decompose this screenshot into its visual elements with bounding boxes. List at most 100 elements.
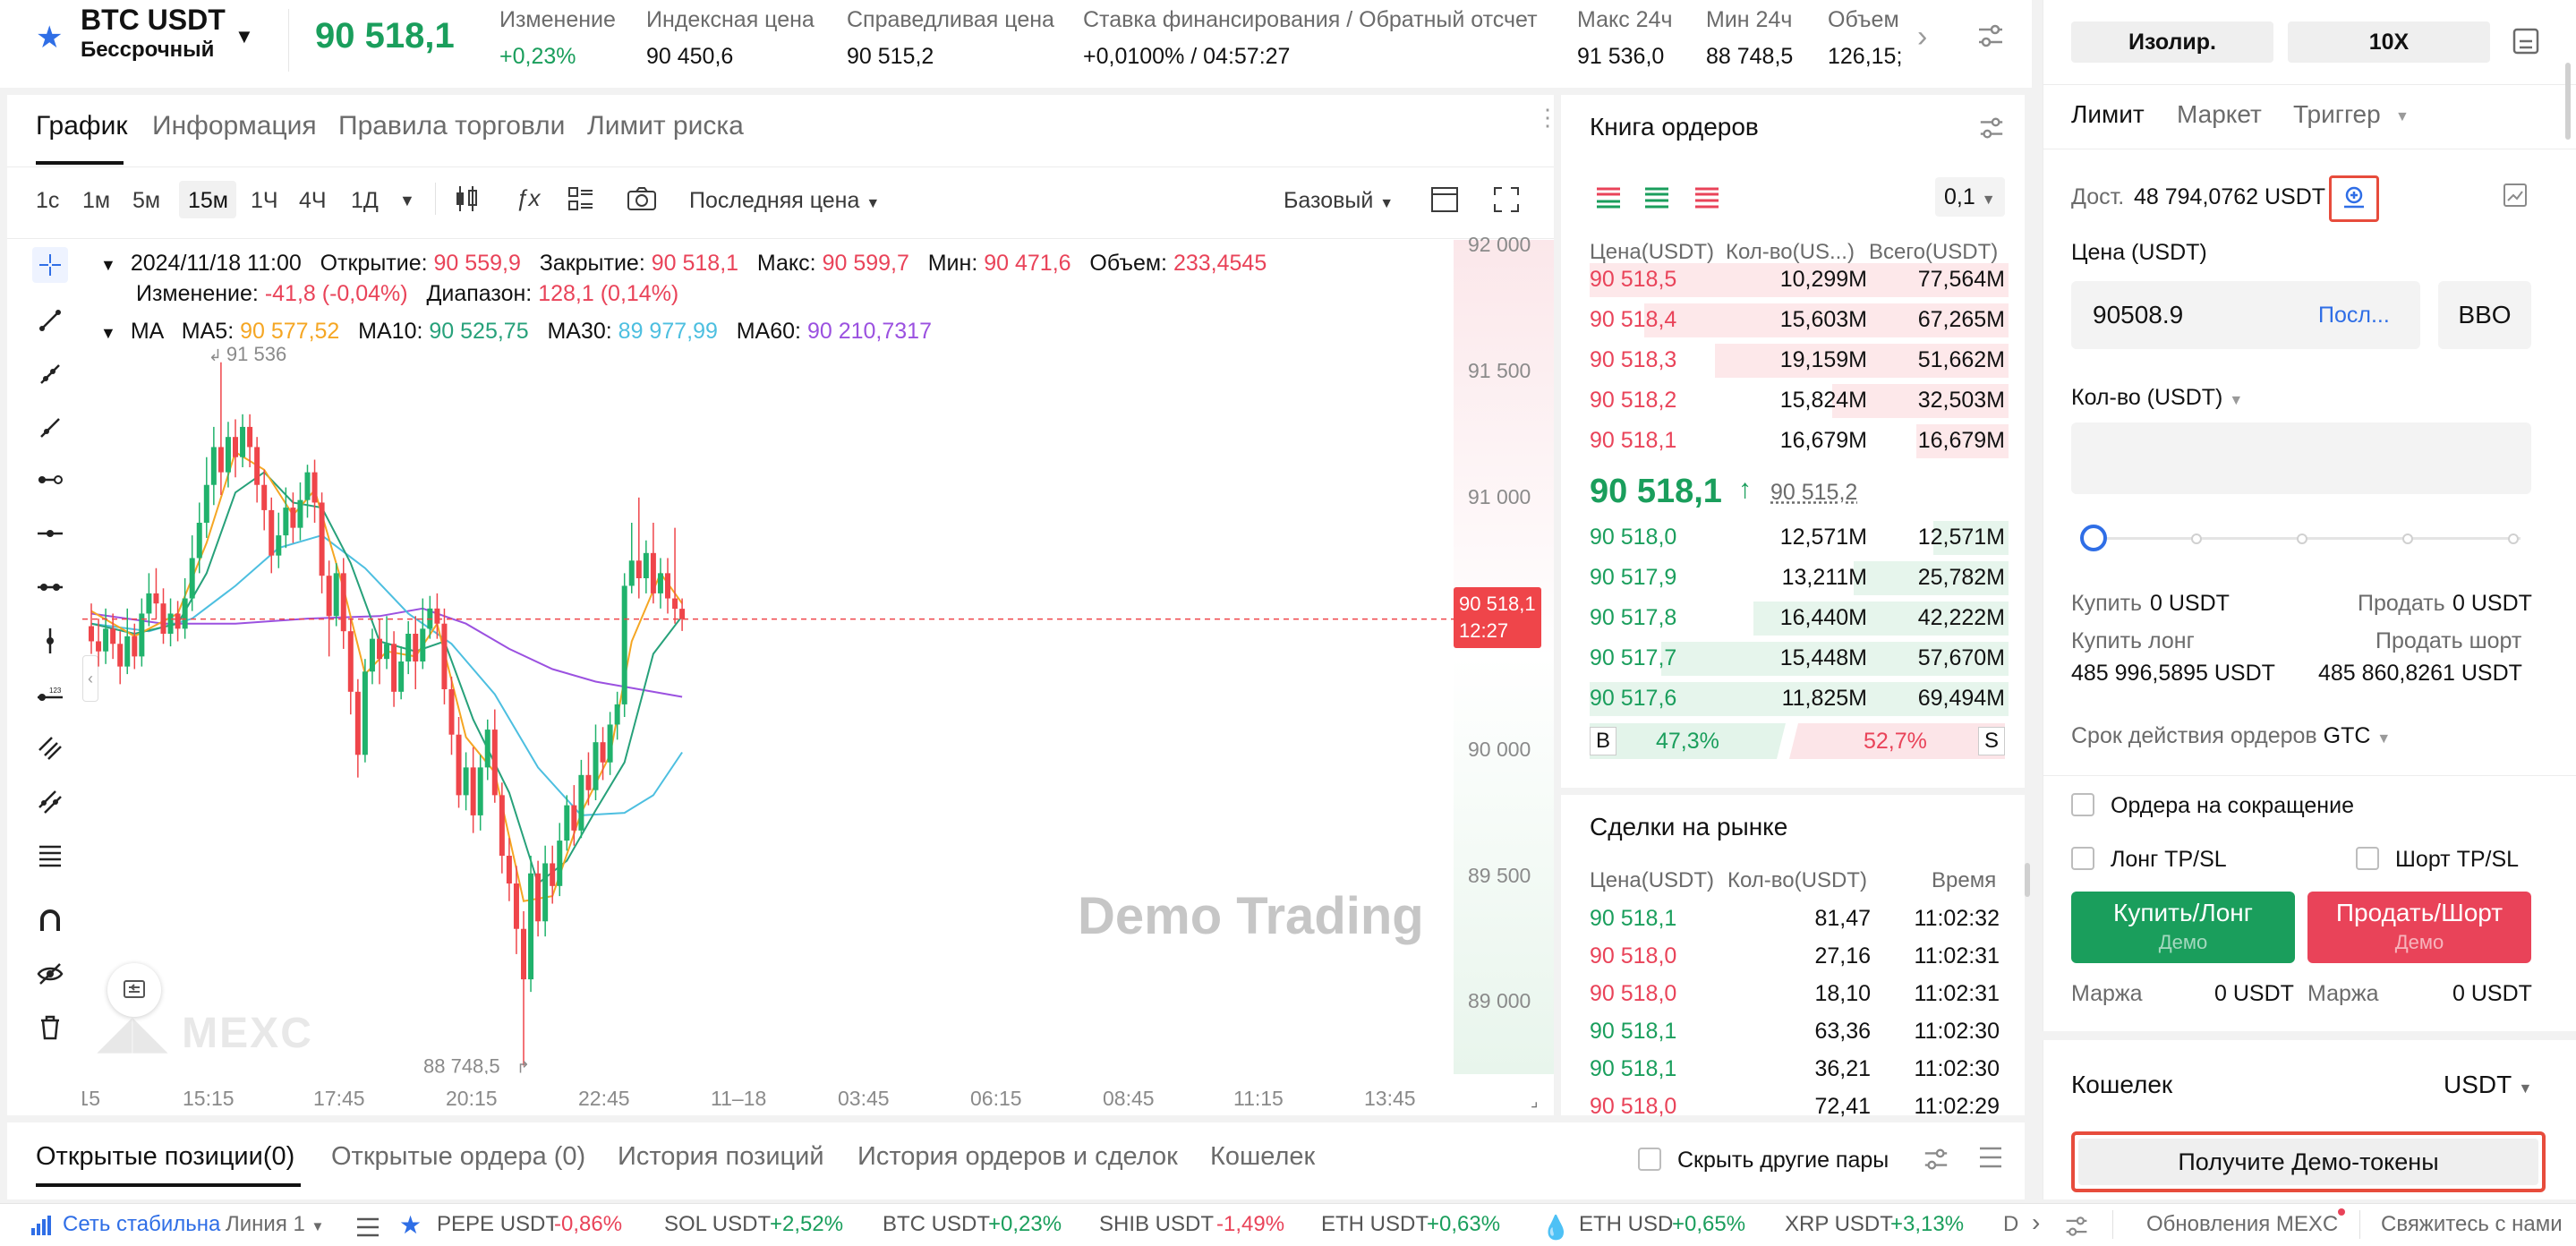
layout-grid-icon[interactable] [567, 186, 594, 211]
tab-chart[interactable]: График [36, 111, 128, 141]
qty-slider[interactable] [2080, 525, 2521, 551]
camera-icon[interactable] [627, 186, 657, 211]
positions-settings-icon[interactable] [1923, 1146, 1949, 1173]
fibonacci-icon[interactable] [32, 838, 68, 874]
timeframe-1d[interactable]: 1Д [351, 188, 379, 213]
calculator-icon[interactable] [2512, 27, 2540, 55]
footer-ticker-name[interactable]: BTC USDT [883, 1212, 990, 1236]
contact-us-link[interactable]: Свяжитесь с нами [2381, 1212, 2563, 1236]
footer-settings-icon[interactable] [2064, 1214, 2089, 1239]
get-demo-tokens-button[interactable]: Получите Демо-токены [2078, 1139, 2538, 1185]
qty-input[interactable] [2071, 422, 2531, 494]
chevron-right-icon[interactable]: › [1917, 20, 1928, 54]
trend-line-icon[interactable] [32, 303, 68, 338]
list-icon[interactable] [356, 1217, 380, 1237]
price-input[interactable]: 90508.9 Посл... [2071, 281, 2420, 349]
trash-icon[interactable] [32, 1010, 68, 1045]
candle-type-icon[interactable] [451, 184, 482, 213]
ask-price[interactable]: 90 518,5 [1590, 267, 1677, 292]
timeframe-15m[interactable]: 15м [188, 188, 228, 213]
tif-select[interactable]: Срок действия ордеров GTC ▼ [2071, 723, 2392, 748]
symbol-dropdown-icon[interactable]: ▼ [235, 25, 254, 47]
tab-wallet[interactable]: Кошелек [1210, 1142, 1316, 1171]
short-tpsl-checkbox[interactable] [2356, 847, 2379, 870]
axis-corner-resize-icon[interactable]: ⌟ [1531, 1092, 1539, 1110]
view-mode-select[interactable]: Базовый ▼ [1284, 188, 1395, 213]
footer-chevron-right-icon[interactable]: › [2032, 1208, 2041, 1236]
timeframe-1s[interactable]: 1с [36, 188, 60, 213]
transfer-button[interactable] [2329, 175, 2379, 222]
price-axis[interactable] [1454, 240, 1554, 1074]
timeframe-more-icon[interactable]: ▼ [399, 192, 415, 209]
long-tpsl-checkbox[interactable] [2071, 847, 2094, 870]
price-line-icon[interactable] [32, 569, 68, 605]
wallet-currency-select[interactable]: USDT ▼ [2444, 1071, 2533, 1098]
tab-position-history[interactable]: История позиций [618, 1142, 824, 1171]
footer-star-icon[interactable]: ★ [399, 1211, 422, 1239]
ray-line-icon[interactable] [32, 356, 68, 392]
tab-info[interactable]: Информация [152, 111, 317, 141]
ask-price[interactable]: 90 518,4 [1590, 307, 1677, 332]
margin-mode-button[interactable]: Изолир. [2071, 21, 2273, 63]
orderbook-precision-select[interactable]: 0,1 ▼ [1935, 177, 2005, 217]
footer-ticker-name[interactable]: ETH USDT [1321, 1212, 1429, 1236]
settings-sliders-icon[interactable] [1976, 21, 2005, 50]
price-label-icon[interactable]: 123 [32, 677, 68, 713]
footer-ticker-name[interactable]: PEPE USDT [437, 1212, 559, 1236]
window-layout-icon[interactable] [1430, 186, 1459, 213]
bbo-button[interactable]: BBO [2438, 281, 2531, 349]
collapse-ma-icon[interactable]: ▼ [100, 324, 116, 342]
timeframe-4h[interactable]: 4Ч [299, 188, 327, 213]
ask-price[interactable]: 90 518,3 [1590, 347, 1677, 372]
chart-expand-icon[interactable] [2503, 183, 2528, 208]
trigger-dropdown-icon[interactable]: ▼ [2395, 109, 2410, 124]
orderbook-settings-icon[interactable] [1978, 115, 2005, 141]
bid-price[interactable]: 90 517,7 [1590, 645, 1677, 670]
fullscreen-icon[interactable] [1493, 186, 1520, 213]
horizontal-line-icon[interactable] [32, 516, 68, 551]
pitchfork-icon[interactable] [32, 784, 68, 820]
mexc-updates-link[interactable]: Обновления MEXC [2146, 1212, 2339, 1236]
hide-other-pairs-checkbox[interactable] [1638, 1148, 1661, 1171]
chart-replay-button[interactable] [107, 963, 161, 1017]
ask-price[interactable]: 90 518,2 [1590, 388, 1677, 413]
tab-open-orders[interactable]: Открытые ордера (0) [331, 1142, 586, 1171]
trade-panel-scrollbar[interactable] [2565, 63, 2571, 140]
crosshair-icon[interactable] [32, 247, 68, 283]
toolbar-collapse-handle[interactable]: ‹ [82, 655, 98, 702]
reduce-only-checkbox[interactable] [2071, 793, 2094, 816]
price-last-button[interactable]: Посл... [2318, 303, 2390, 328]
hide-drawings-icon[interactable] [32, 956, 68, 992]
chart-plot-area[interactable]: 91 536 ↲ 88 748,5 ↱ [82, 240, 1454, 1074]
stat-funding-rate[interactable]: Ставка финансирования / Обратный отсчет +… [1083, 7, 1538, 69]
extended-line-icon[interactable] [32, 410, 68, 446]
horizontal-ray-icon[interactable] [32, 462, 68, 498]
trades-scrollbar[interactable] [2025, 863, 2030, 897]
timeframe-5m[interactable]: 5м [132, 188, 161, 213]
magnet-icon[interactable] [32, 902, 68, 938]
footer-ticker-name[interactable]: SOL USDT [664, 1212, 772, 1236]
vertical-line-icon[interactable] [32, 623, 68, 659]
orderbook-view-bids-icon[interactable] [1643, 186, 1670, 209]
tab-risk-limit[interactable]: Лимит риска [587, 111, 744, 141]
timeframe-1m[interactable]: 1м [82, 188, 111, 213]
bid-price[interactable]: 90 517,6 [1590, 686, 1677, 711]
footer-ticker-name[interactable]: SHIB USDT [1099, 1212, 1215, 1236]
tab-order-history[interactable]: История ордеров и сделок [857, 1142, 1178, 1171]
indicators-fx-icon[interactable]: ƒx [516, 184, 541, 211]
collapse-legend-icon[interactable]: ▼ [100, 256, 116, 274]
timeframe-1h[interactable]: 1Ч [251, 188, 278, 213]
tab-open-positions[interactable]: Открытые позиции(0) [36, 1142, 295, 1171]
footer-ticker-name[interactable]: XRP USDT [1785, 1212, 1893, 1236]
order-tab-limit[interactable]: Лимит [2071, 100, 2145, 128]
bid-price[interactable]: 90 518,0 [1590, 525, 1677, 550]
line-select[interactable]: Линия 1 ▼ [226, 1212, 325, 1236]
footer-ticker-name[interactable]: ETH USD [1579, 1212, 1674, 1236]
buy-long-button[interactable]: Купить/Лонг Демо [2071, 892, 2295, 963]
leverage-button[interactable]: 10X [2288, 21, 2490, 63]
price-input-value[interactable]: 90508.9 [2093, 301, 2184, 329]
bid-price[interactable]: 90 517,8 [1590, 605, 1677, 630]
ask-price[interactable]: 90 518,1 [1590, 428, 1677, 453]
slider-handle[interactable] [2080, 525, 2107, 551]
parallel-channel-icon[interactable] [32, 730, 68, 766]
